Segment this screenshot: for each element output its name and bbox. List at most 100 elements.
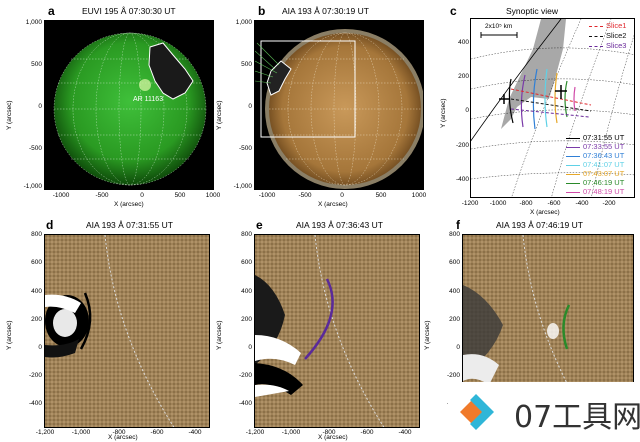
panel-c-title: Synoptic view (506, 6, 558, 16)
legend-time-6: 07:48:19 UT (566, 187, 624, 196)
panel-label-e: e (256, 218, 263, 232)
ytick: 400 (458, 39, 469, 46)
xtick: -600 (360, 429, 374, 436)
xtick: -1,000 (281, 429, 301, 436)
xtick: -400 (398, 429, 412, 436)
panel-label-f: f (456, 218, 460, 232)
y-axis-label: Y (arcsec) (216, 100, 223, 131)
legend-line (566, 173, 580, 175)
ytick: -400 (28, 400, 42, 407)
legend-time-3: 07:41:07 UT (566, 160, 624, 169)
legend-label: 07:33:55 UT (583, 142, 625, 151)
xtick: -800 (322, 429, 336, 436)
ytick: 800 (449, 231, 460, 238)
legend-line (589, 35, 603, 37)
ytick: 0 (248, 344, 252, 351)
legend-label: 07:43:07 UT (583, 169, 625, 178)
xtick: 0 (140, 192, 144, 199)
ytick: 1,000 (235, 19, 252, 26)
xtick: -800 (112, 429, 126, 436)
xtick: 500 (375, 192, 387, 199)
xtick: -500 (298, 192, 312, 199)
legend-label: Slice1 (606, 21, 627, 30)
xtick: -400 (575, 200, 589, 207)
xtick: 0 (340, 192, 344, 199)
x-axis-label: X (arcsec) (530, 209, 560, 216)
legend-label: 07:31:55 UT (583, 133, 625, 142)
panel-label-b: b (258, 4, 266, 18)
difference-image-e-drawing (255, 235, 419, 427)
panel-e-title: AIA 193 Å 07:36:43 UT (296, 220, 383, 230)
ytick: 0 (248, 103, 252, 110)
panel-d-title: AIA 193 Å 07:31:55 UT (86, 220, 173, 230)
legend-slice2: Slice2 (589, 31, 626, 40)
ytick: -200 (446, 372, 460, 379)
ar-annotation: AR 11163 (133, 96, 164, 103)
legend-line (566, 155, 580, 157)
xtick: -600 (150, 429, 164, 436)
ytick: -1,000 (23, 183, 42, 190)
legend-time-5: 07:46:19 UT (566, 178, 624, 187)
ytick: 200 (31, 316, 42, 323)
ytick: -500 (238, 145, 252, 152)
legend-line (589, 25, 603, 27)
legend-slice1: Slice1 (589, 21, 626, 30)
xtick: -1,200 (245, 429, 265, 436)
ytick: 200 (458, 73, 469, 80)
watermark-text: 07工具网 (514, 400, 640, 435)
legend-time-4: 07:43:07 UT (566, 169, 624, 178)
ytick: 200 (449, 316, 460, 323)
legend-line (566, 191, 580, 193)
ytick: 400 (31, 288, 42, 295)
ytick: -1,000 (233, 183, 252, 190)
panel-f-title: AIA 193 Å 07:46:19 UT (496, 220, 583, 230)
x-axis-label: X (arcsec) (318, 201, 348, 208)
x-axis-label: X (arcsec) (114, 201, 144, 208)
legend-label: 07:48:19 UT (583, 187, 625, 196)
ytick: -400 (455, 176, 469, 183)
panel-label-d: d (46, 218, 54, 232)
xtick: -200 (602, 200, 616, 207)
xtick: 1000 (205, 192, 221, 199)
difference-image-d-drawing (45, 235, 209, 427)
ytick: 500 (241, 61, 252, 68)
difference-image-d (44, 234, 210, 428)
ytick: 0 (38, 344, 42, 351)
legend-line (566, 146, 580, 148)
xtick: 1000 (411, 192, 427, 199)
ytick: 0 (456, 344, 460, 351)
euvi-image: AR 11163 (44, 20, 214, 190)
y-axis-label: Y (arcsec) (6, 320, 13, 351)
watermark-logo-icon (460, 394, 494, 430)
ytick: 1,000 (25, 19, 42, 26)
x-axis-label: X (arcsec) (108, 434, 138, 441)
xtick: 500 (174, 192, 186, 199)
ytick: 0 (38, 103, 42, 110)
legend-time-1: 07:33:55 UT (566, 142, 624, 151)
ytick: 0 (465, 107, 469, 114)
x-axis-label: X (arcsec) (318, 434, 348, 441)
y-axis-label: Y (arcsec) (6, 100, 13, 131)
xtick: -1000 (489, 200, 507, 207)
xtick: -500 (95, 192, 109, 199)
legend-line (566, 164, 580, 166)
watermark: 07工具网 (448, 382, 640, 442)
legend-slice3: Slice3 (589, 41, 626, 50)
ytick: 400 (241, 288, 252, 295)
synoptic-map: 2x10⁵ km Slice1 Slice2 Slice3 07:31:55 U… (470, 18, 635, 198)
legend-line (589, 45, 603, 47)
xtick: -800 (519, 200, 533, 207)
ytick: -200 (238, 372, 252, 379)
legend-label: Slice3 (606, 41, 627, 50)
legend-line (566, 182, 580, 184)
ytick: -200 (455, 142, 469, 149)
ytick: 200 (241, 316, 252, 323)
xtick: -1200 (461, 200, 479, 207)
y-axis-label: Y (arcsec) (424, 320, 431, 351)
legend-label: 07:46:19 UT (583, 178, 625, 187)
legend-label: Slice2 (606, 31, 627, 40)
euvi-sun-disk (53, 32, 207, 186)
xtick: -400 (188, 429, 202, 436)
xtick: -1000 (52, 192, 70, 199)
ytick: 600 (241, 259, 252, 266)
